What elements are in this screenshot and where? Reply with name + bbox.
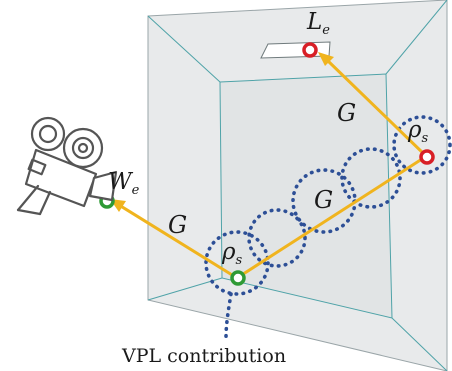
- path-segment-camera: [118, 203, 238, 280]
- light-source-panel: [260, 41, 331, 59]
- vpl-tail: [224, 292, 233, 340]
- vpl-vertex: [230, 270, 246, 286]
- room-edge-bl: [147, 277, 223, 301]
- arrow-head-light: [318, 52, 334, 66]
- brdf-label-right: ρs: [407, 117, 429, 146]
- path-segment-middle: [236, 157, 423, 280]
- geometry-term-camera: G: [168, 211, 187, 239]
- light-emission-label: Le: [306, 9, 330, 38]
- light-vertex: [302, 42, 318, 58]
- vpl-circle-4: [340, 147, 402, 209]
- vpl-circle-start: [204, 230, 270, 296]
- vpl-dotted-circles: [204, 115, 452, 340]
- vpl-contribution-caption: VPL contribution: [121, 345, 286, 367]
- geometry-term-middle: G: [314, 186, 333, 214]
- reflection-vertex: [419, 149, 435, 165]
- brdf-label-left: ρs: [221, 239, 243, 268]
- room-edge-tl: [147, 15, 221, 83]
- vpl-circle-end: [392, 115, 452, 175]
- camera-importance-label: We: [108, 169, 140, 198]
- room-edge-br: [391, 317, 448, 371]
- geometry-term-light: G: [337, 99, 356, 127]
- movie-camera-icon: [16, 116, 118, 216]
- vpl-circle-2: [247, 208, 307, 268]
- path-segment-light: [325, 58, 427, 157]
- room-edge-tr: [385, 0, 448, 75]
